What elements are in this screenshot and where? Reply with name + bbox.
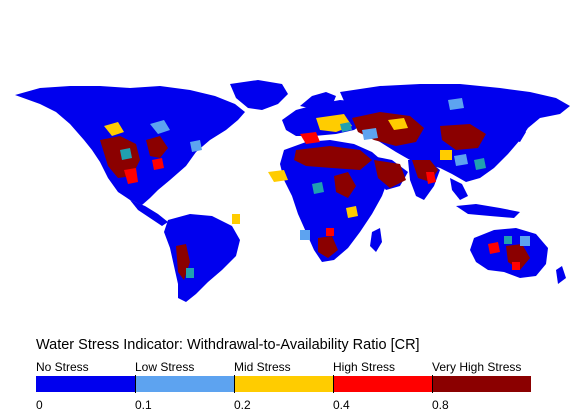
high-stress-regions [124,132,520,270]
legend-swatch-no-stress [36,376,135,392]
legend-swatch-very-high-stress [432,376,531,392]
central-america [130,200,168,226]
very-high-stress-regions [100,112,530,280]
legend-category-low-stress: Low Stress [135,360,195,374]
landmass-layer [15,80,570,302]
teal-regions [120,122,512,278]
legend-divider [234,375,235,393]
legend-swatch-high-stress [333,376,432,392]
legend-category-high-stress: High Stress [333,360,396,374]
legend-category-no-stress: No Stress [36,360,89,374]
legend-swatch-low-stress [135,376,234,392]
southeast-asia [450,178,468,200]
world-map [15,80,570,302]
legend-divider [333,375,334,393]
legend-tick-0-2: 0.2 [234,398,251,412]
legend-swatch-mid-stress [234,376,333,392]
legend-title: Water Stress Indicator: Withdrawal-to-Av… [36,337,420,353]
legend-category-very-high-stress: Very High Stress [432,360,522,374]
legend-tick-0-1: 0.1 [135,398,152,412]
new-zealand [556,266,566,284]
indonesia [456,204,520,218]
south-america [164,214,240,302]
legend-divider [135,375,136,393]
greenland [230,80,288,110]
legend-tick-0-8: 0.8 [432,398,449,412]
japan [512,124,526,142]
legend-tick-0-4: 0.4 [333,398,350,412]
legend-divider [432,375,433,393]
legend-category-mid-stress: Mid Stress [234,360,291,374]
legend-tick-0: 0 [36,398,43,412]
low-stress-regions [150,98,530,246]
scandinavia [300,92,336,110]
madagascar [370,228,382,252]
